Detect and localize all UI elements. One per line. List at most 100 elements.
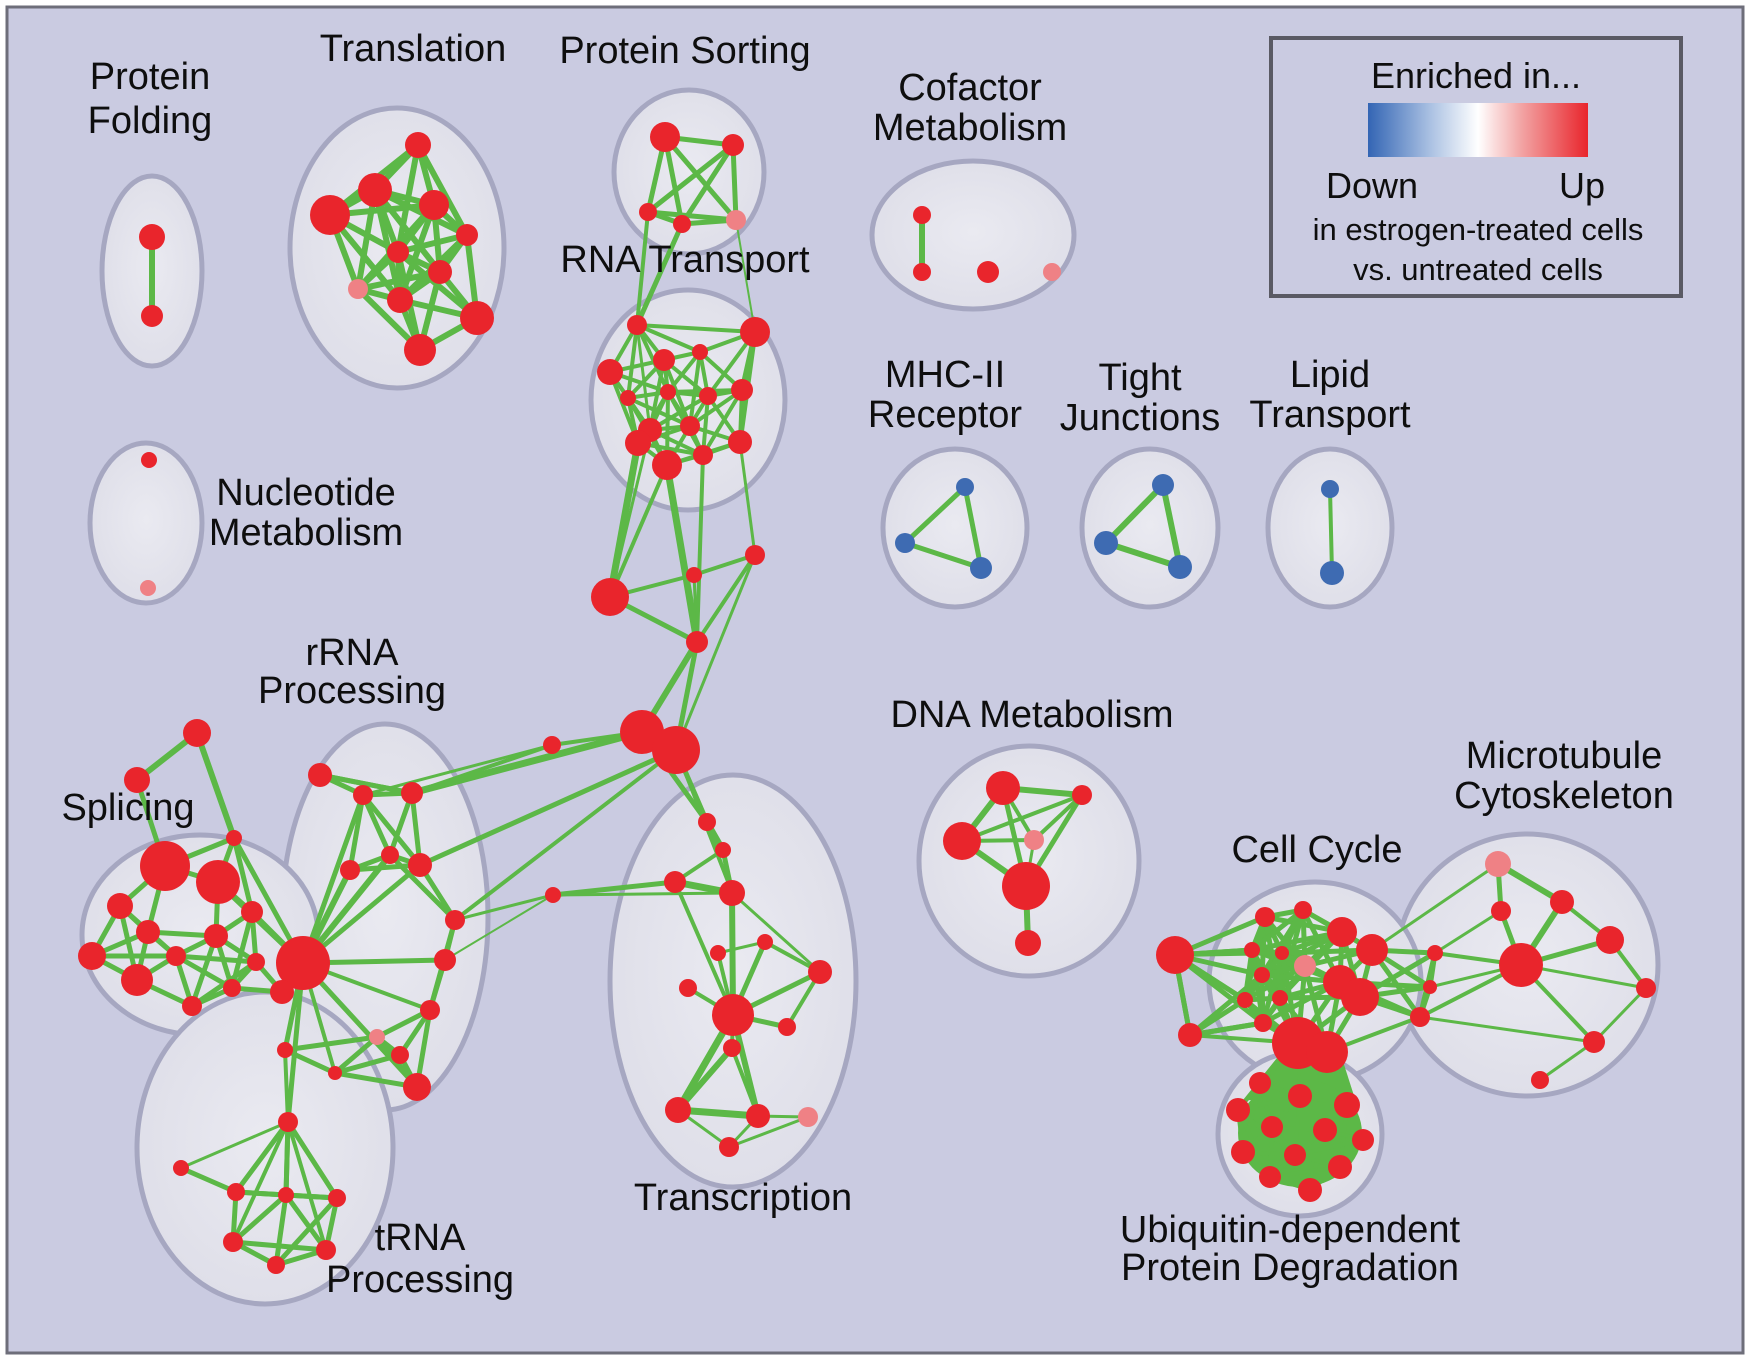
gene-set-node [1255, 907, 1275, 927]
gene-set-node [387, 241, 409, 263]
gene-set-node [348, 279, 368, 299]
gene-set-node [698, 813, 716, 831]
edge [730, 1046, 760, 1118]
gene-set-node [1043, 263, 1061, 281]
gene-set-node [241, 901, 263, 923]
cluster-label-cofactor-metabolism: Cofactor [898, 67, 1042, 109]
gene-set-node [1306, 1031, 1348, 1073]
gene-set-node [956, 478, 974, 496]
edge [285, 1119, 340, 1201]
gene-set-node [913, 263, 931, 281]
cluster-label-tight-junctions: Tight [1098, 357, 1182, 399]
gene-set-node [620, 710, 664, 754]
edge [663, 461, 701, 646]
gene-set-node [591, 578, 629, 616]
gene-set-node [627, 315, 647, 335]
edge [701, 388, 744, 457]
gene-set-node [247, 953, 265, 971]
edge [962, 484, 984, 571]
edge [688, 350, 702, 428]
gene-set-node [403, 1073, 431, 1101]
edge [1433, 909, 1503, 955]
edge [415, 142, 470, 238]
gene-set-node [196, 860, 240, 904]
gene-set-node [943, 822, 981, 860]
edge [695, 553, 757, 644]
gene-set-node [78, 942, 106, 970]
gene-set-node [270, 980, 294, 1004]
gene-set-node [1094, 531, 1118, 555]
edge [902, 540, 984, 571]
gene-set-node [757, 934, 773, 950]
gene-set-node [664, 871, 686, 893]
gene-set-node [722, 134, 744, 156]
gene-set-node [1313, 1118, 1337, 1142]
legend-gradient-bar [1368, 103, 1588, 157]
gene-set-node [267, 1256, 285, 1274]
gene-set-node [1002, 862, 1050, 910]
edge [300, 960, 420, 1090]
gene-set-node [276, 936, 330, 990]
cluster-label-trna-processing: Processing [326, 1259, 514, 1301]
gene-set-node [620, 390, 636, 406]
cluster-label-protein-folding: Protein [90, 56, 210, 98]
cluster-label-tight-junctions: Junctions [1060, 397, 1221, 439]
legend-subtitle-line1: in estrogen-treated cells [1313, 212, 1644, 247]
legend-down-label: Down [1326, 165, 1418, 206]
gene-set-node [204, 924, 228, 948]
edge [626, 323, 639, 400]
edge [735, 219, 756, 333]
edge [273, 1195, 340, 1268]
edge [692, 553, 757, 577]
gene-set-node [1254, 967, 1270, 983]
gene-set-node [986, 771, 1020, 805]
gene-set-node [1531, 1071, 1549, 1089]
gene-set-node [639, 203, 657, 221]
gene-set-node [808, 960, 832, 984]
edge [372, 187, 470, 238]
gene-set-node [1259, 1166, 1281, 1188]
edge [317, 772, 415, 796]
edge [673, 880, 735, 1017]
gene-set-node [1298, 1178, 1322, 1202]
edge [902, 484, 968, 546]
edge [635, 323, 757, 334]
edge [453, 893, 555, 922]
gene-set-node [227, 1183, 245, 1201]
edge [960, 793, 1084, 843]
edge [355, 269, 443, 292]
gene-set-node [1254, 1014, 1272, 1032]
edge [283, 1119, 291, 1198]
gene-set-node [1249, 1072, 1271, 1094]
edge [662, 134, 739, 223]
edge [645, 142, 736, 215]
gene-set-node [660, 384, 676, 400]
gene-set-node [1072, 785, 1092, 805]
edge [173, 953, 259, 965]
legend-title: Enriched in... [1371, 55, 1581, 96]
gene-set-node [1156, 936, 1194, 974]
gene-set-node [1596, 926, 1624, 954]
gene-set-node [1294, 955, 1316, 977]
edge [332, 1034, 380, 1076]
edge [1103, 482, 1166, 546]
edge [231, 1120, 290, 1244]
gene-set-node [107, 893, 133, 919]
legend-border [1269, 36, 1683, 298]
edge [634, 221, 685, 328]
gene-set-node [745, 545, 765, 565]
gene-set-node [693, 445, 713, 465]
gene-set-node [715, 842, 731, 858]
edge [635, 210, 650, 327]
cluster-ellipse-mhc-ii-receptor [880, 446, 1030, 610]
gene-set-node [1410, 1007, 1430, 1027]
gene-set-node [223, 1232, 243, 1252]
gene-set-node [223, 979, 241, 997]
gene-set-node [1272, 990, 1288, 1006]
cluster-label-rrna-processing: Processing [258, 670, 446, 712]
edge [417, 747, 679, 868]
gene-set-node [1499, 943, 1543, 987]
gene-set-node [692, 344, 708, 360]
